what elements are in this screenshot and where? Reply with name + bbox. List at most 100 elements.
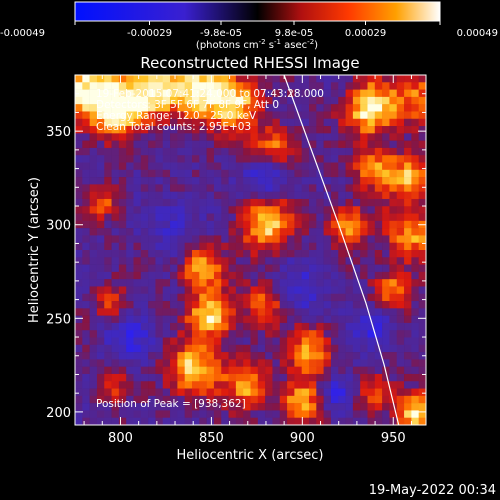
heatmap-cell	[382, 410, 390, 419]
heatmap-cell	[396, 344, 405, 353]
heatmap-cell	[184, 410, 193, 419]
heatmap-cell	[294, 213, 302, 222]
heatmap-cell	[396, 403, 405, 411]
heatmap-cell	[177, 242, 185, 251]
heatmap-cell	[228, 155, 237, 163]
heatmap-cell	[118, 330, 127, 338]
heatmap-cell	[177, 235, 185, 244]
heatmap-cell	[396, 235, 405, 244]
heatmap-cell	[374, 286, 383, 295]
heatmap-cell	[89, 126, 98, 134]
heatmap-cell	[279, 352, 288, 360]
heatmap-cell	[382, 206, 390, 214]
heatmap-cell	[411, 140, 419, 149]
heatmap-cell	[309, 82, 317, 90]
heatmap-cell	[279, 344, 288, 353]
heatmap-cell	[82, 140, 90, 149]
heatmap-cell	[265, 322, 273, 331]
heatmap-cell	[162, 118, 171, 127]
heatmap-cell	[338, 410, 346, 419]
heatmap-cell	[330, 330, 339, 338]
heatmap-cell	[118, 118, 127, 127]
heatmap-cell	[104, 366, 112, 375]
heatmap-cell	[396, 322, 405, 331]
heatmap-cell	[82, 82, 90, 90]
heatmap-cell	[389, 198, 398, 207]
heatmap-cell	[118, 140, 127, 149]
heatmap-cell	[221, 330, 229, 338]
heatmap-cell	[118, 373, 127, 382]
heatmap-cell	[228, 147, 237, 156]
heatmap-cell	[184, 315, 193, 324]
heatmap-cell	[338, 293, 346, 302]
heatmap-cell	[221, 198, 229, 207]
heatmap-cell	[389, 301, 398, 309]
heatmap-cell	[250, 206, 259, 214]
heatmap-cell	[389, 373, 398, 382]
heatmap-cell	[126, 89, 134, 98]
heatmap-cell	[316, 330, 324, 338]
heatmap-cell	[330, 104, 339, 112]
heatmap-cell	[148, 286, 156, 295]
heatmap-cell	[411, 373, 419, 382]
heatmap-cell	[360, 264, 368, 273]
heatmap-cell	[294, 177, 302, 185]
heatmap-cell	[279, 155, 288, 163]
heatmap-cell	[345, 417, 354, 425]
heatmap-cell	[184, 133, 193, 141]
heatmap-cell	[382, 403, 390, 411]
heatmap-cell	[155, 373, 164, 382]
heatmap-cell	[338, 111, 346, 120]
heatmap-cell	[213, 126, 222, 134]
heatmap-cell	[118, 264, 127, 273]
heatmap-cell	[75, 257, 83, 265]
heatmap-cell	[301, 206, 310, 214]
heatmap-cell	[360, 75, 368, 83]
heatmap-cell	[213, 155, 222, 163]
heatmap-cell	[374, 403, 383, 411]
heatmap-cell	[155, 403, 164, 411]
heatmap-cell	[367, 169, 376, 178]
heatmap-cell	[257, 322, 266, 331]
heatmap-cell	[75, 118, 83, 127]
heatmap-cell	[155, 381, 164, 389]
heatmap-cell	[192, 344, 200, 353]
heatmap-cell	[323, 279, 332, 287]
heatmap-cell	[316, 279, 324, 287]
heatmap-cell	[418, 257, 426, 265]
heatmap-cell	[367, 206, 376, 214]
heatmap-cell	[257, 140, 266, 149]
heatmap-cell	[367, 322, 376, 331]
heatmap-cell	[323, 213, 332, 222]
heatmap-cell	[287, 162, 295, 171]
heatmap-cell	[257, 344, 266, 353]
heatmap-cell	[89, 191, 98, 200]
heatmap-cell	[265, 206, 273, 214]
heatmap-cell	[309, 75, 317, 83]
heatmap-cell	[96, 403, 105, 411]
heatmap-cell	[374, 89, 383, 98]
heatmap-cell	[250, 359, 259, 367]
heatmap-cell	[338, 118, 346, 127]
heatmap-cell	[257, 206, 266, 214]
heatmap-cell	[206, 293, 215, 302]
heatmap-cell	[89, 198, 98, 207]
heatmap-cell	[323, 242, 332, 251]
heatmap-cell	[170, 271, 178, 280]
heatmap-cell	[272, 133, 281, 141]
heatmap-cell	[148, 337, 156, 346]
heatmap-cell	[184, 403, 193, 411]
heatmap-cell	[257, 359, 266, 367]
heatmap-cell	[133, 155, 142, 163]
heatmap-cell	[309, 118, 317, 127]
heatmap-cell	[404, 417, 412, 425]
heatmap-cell	[382, 242, 390, 251]
heatmap-cell	[265, 286, 273, 295]
heatmap-cell	[389, 104, 398, 112]
heatmap-cell	[89, 388, 98, 397]
heatmap-cell	[352, 111, 361, 120]
heatmap-cell	[111, 330, 120, 338]
heatmap-cell	[192, 410, 200, 419]
heatmap-cell	[221, 89, 229, 98]
heatmap-cell	[82, 126, 90, 134]
